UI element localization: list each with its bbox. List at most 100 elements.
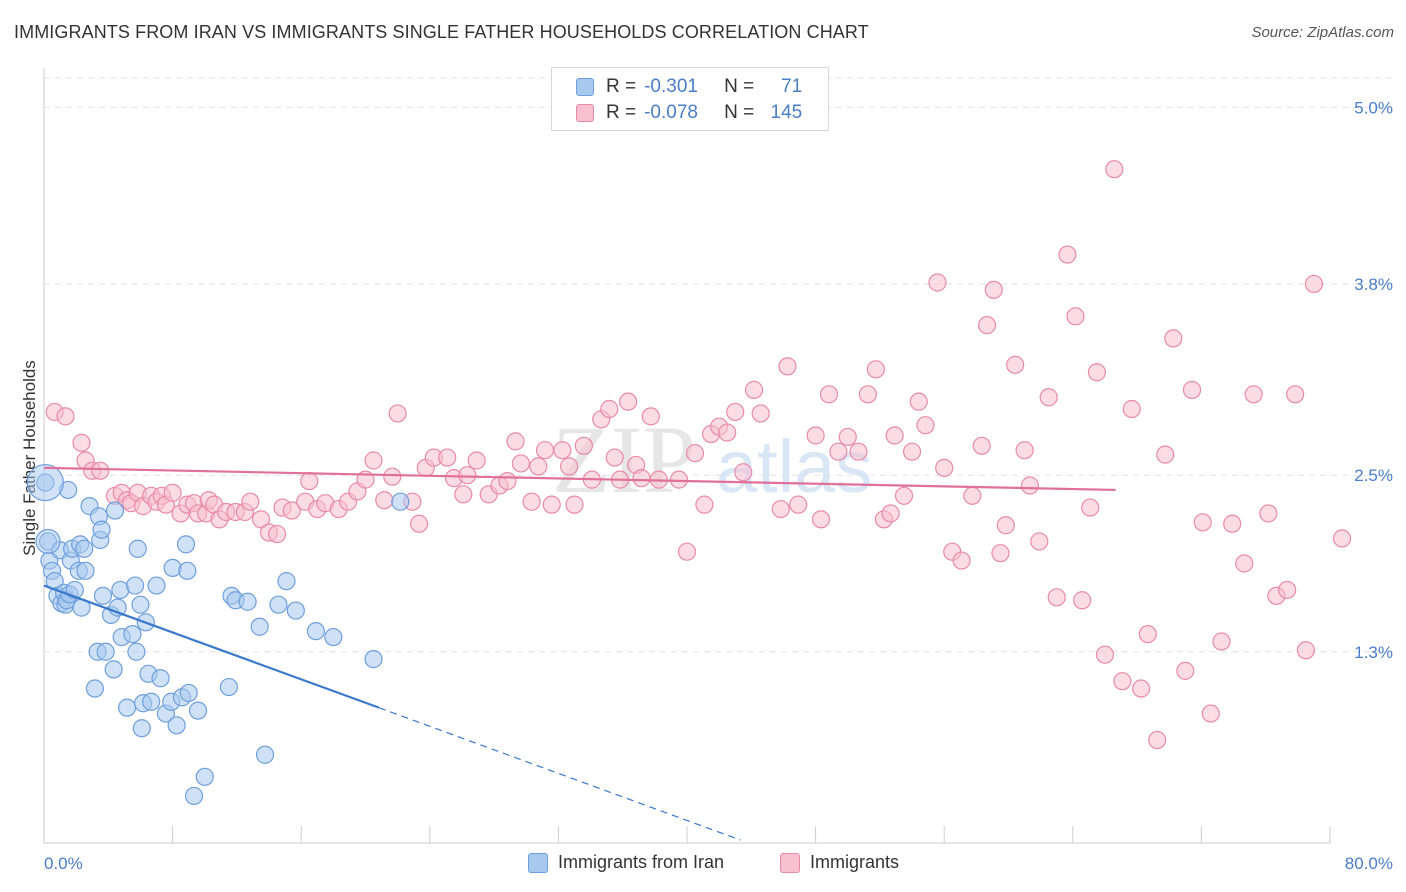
point-immigrants [605, 448, 624, 467]
point-immigrants [72, 433, 91, 452]
point-iran [147, 576, 166, 595]
legend-r-value: -0.078 [644, 102, 698, 123]
legend-swatch-immigrants [576, 104, 594, 122]
point-iran [104, 660, 123, 679]
point-iran [179, 683, 198, 703]
point-immigrants [1235, 554, 1254, 573]
point-iran [195, 767, 214, 786]
point-iran [286, 601, 305, 620]
point-immigrants [902, 442, 922, 461]
point-immigrants [1095, 645, 1115, 664]
point-iran [250, 617, 269, 636]
point-immigrants [952, 551, 971, 570]
point-iran [255, 745, 275, 764]
point-iran [117, 698, 137, 717]
point-immigrants [454, 485, 473, 504]
point-immigrants [669, 470, 689, 489]
point-immigrants [1006, 355, 1025, 374]
point-immigrants [618, 392, 638, 411]
point-immigrants [409, 514, 429, 533]
trend-line-iran-extension [378, 707, 741, 841]
point-immigrants [1081, 498, 1100, 517]
series-swatch-immigrants [780, 852, 800, 873]
point-immigrants [806, 426, 825, 445]
point-iran [123, 624, 142, 644]
legend-swatch-iran [576, 78, 594, 96]
point-immigrants [1015, 441, 1034, 460]
point-immigrants [1201, 704, 1220, 723]
point-immigrants [858, 385, 877, 404]
point-iran [163, 558, 182, 577]
point-immigrants [438, 448, 457, 467]
trend-lines [43, 466, 1116, 841]
point-immigrants [838, 427, 857, 447]
point-immigrants [996, 516, 1015, 535]
point-immigrants [718, 423, 737, 442]
point-immigrants [1132, 679, 1151, 698]
point-immigrants [600, 399, 619, 419]
point-immigrants [972, 436, 991, 455]
point-immigrants [1113, 672, 1132, 691]
chart-title: IMMIGRANTS FROM IRAN VS IMMIGRANTS SINGL… [14, 22, 869, 42]
series-swatch-iran [528, 852, 548, 873]
point-immigrants [916, 416, 935, 435]
point-iran [151, 669, 170, 688]
point-immigrants [935, 458, 954, 477]
point-immigrants [744, 380, 764, 399]
point-immigrants [1087, 363, 1107, 382]
legend-n-value: 145 [770, 102, 803, 123]
point-immigrants [1066, 307, 1085, 326]
point-iran [75, 539, 94, 558]
point-immigrants [963, 486, 982, 505]
point-immigrants [1164, 329, 1183, 348]
point-immigrants [1058, 245, 1077, 264]
series-legend-immigrants[interactable]: Immigrants [780, 852, 899, 873]
point-immigrants [91, 461, 110, 480]
point-immigrants [1223, 514, 1242, 533]
y-tick-label: 5.0% [1354, 98, 1393, 117]
point-iran [364, 650, 383, 669]
point-immigrants [1122, 399, 1141, 419]
point-immigrants [542, 495, 561, 514]
point-iran [85, 679, 105, 698]
point-immigrants [819, 385, 839, 404]
tick-labels: 1.3% 2.5% 3.8% 5.0% 0.0% 80.0% [44, 98, 1393, 873]
trend-line-iran [43, 584, 380, 709]
point-immigrants [751, 404, 770, 423]
point-immigrants [991, 544, 1010, 563]
point-immigrants [1105, 160, 1124, 179]
point-iran [127, 642, 146, 661]
point-immigrants [1047, 588, 1066, 607]
point-immigrants [866, 360, 885, 379]
point-iran-medium [35, 528, 61, 555]
point-iran [142, 692, 161, 711]
correlation-legend: R = -0.301 N = 71 R = -0.078 N = 145 [551, 67, 829, 131]
series-legend-iran[interactable]: Immigrants from Iran [528, 852, 724, 873]
point-immigrants [726, 402, 745, 422]
point-iran [238, 592, 257, 611]
point-immigrants [641, 407, 660, 426]
point-immigrants [388, 404, 407, 423]
point-immigrants [881, 504, 900, 523]
legend-r-label: R = [606, 76, 637, 97]
legend-n-label: N = [724, 76, 755, 97]
point-immigrants [267, 524, 287, 544]
watermark-zip: ZIP [552, 406, 696, 513]
point-immigrants [1138, 624, 1157, 644]
x-tick-label-max: 80.0% [1345, 854, 1393, 873]
y-tick-label: 1.3% [1354, 643, 1393, 662]
point-immigrants [1030, 532, 1049, 551]
point-iran [306, 622, 326, 641]
point-immigrants [282, 501, 301, 520]
y-tick-label: 2.5% [1354, 466, 1393, 485]
gridlines [44, 77, 1392, 653]
point-immigrants [829, 442, 848, 461]
point-immigrants [771, 499, 790, 519]
point-immigrants [778, 357, 797, 376]
point-immigrants [56, 407, 75, 426]
point-immigrants [458, 466, 477, 485]
point-immigrants [811, 510, 831, 529]
point-immigrants [364, 451, 383, 470]
point-immigrants [734, 463, 753, 482]
x-tick-label-min: 0.0% [44, 854, 83, 873]
